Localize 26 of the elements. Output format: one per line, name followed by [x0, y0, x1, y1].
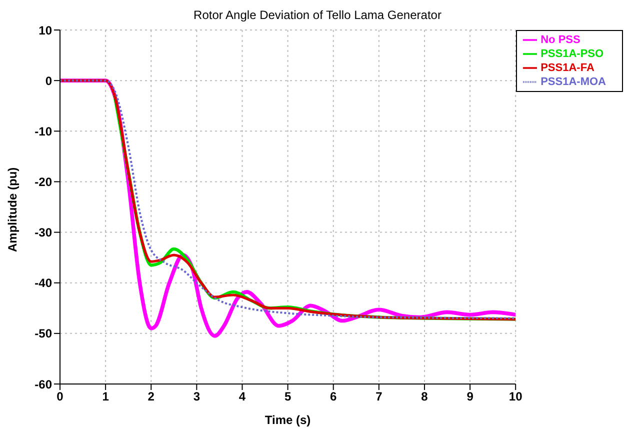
x-tick-label: 6 — [330, 390, 338, 404]
legend-label: No PSS — [540, 34, 580, 46]
x-tick-label: 4 — [238, 390, 246, 404]
legend-label: PSS1A-MOA — [540, 76, 606, 88]
y-tick-label: -10 — [34, 124, 52, 138]
x-tick-label: 1 — [102, 390, 110, 404]
y-tick-label: -40 — [34, 276, 52, 290]
y-tick-label: 10 — [38, 23, 52, 38]
x-tick-label: 0 — [56, 390, 64, 404]
y-tick-label: 0 — [45, 74, 52, 88]
y-tick-label: -60 — [34, 377, 52, 392]
y-tick-label: -30 — [34, 226, 52, 240]
x-tick-label: 9 — [466, 390, 474, 404]
y-axis-title: Amplitude (pu) — [5, 167, 20, 252]
x-tick-label: 7 — [376, 390, 383, 404]
x-tick-label: 2 — [148, 390, 155, 404]
chart-title: Rotor Angle Deviation of Tello Lama Generator — [192, 8, 442, 22]
x-axis-title: Time (s) — [264, 413, 311, 427]
x-tick-label: 10 — [508, 390, 523, 404]
x-tick-label: 3 — [193, 390, 200, 404]
legend-label: PSS1A-FA — [540, 62, 594, 74]
x-tick-label: 5 — [284, 390, 292, 404]
y-tick-label: -50 — [34, 326, 52, 341]
legend-label: PSS1A-PSO — [540, 48, 604, 60]
y-tick-label: -20 — [34, 174, 52, 189]
x-tick-label: 8 — [421, 390, 428, 404]
